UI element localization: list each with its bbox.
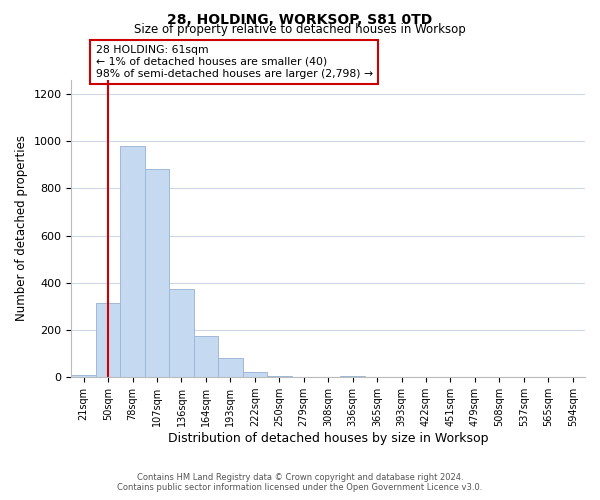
Bar — [96, 303, 121, 377]
Bar — [218, 358, 242, 377]
Text: 28, HOLDING, WORKSOP, S81 0TD: 28, HOLDING, WORKSOP, S81 0TD — [167, 12, 433, 26]
Text: 28 HOLDING: 61sqm
← 1% of detached houses are smaller (40)
98% of semi-detached : 28 HOLDING: 61sqm ← 1% of detached house… — [96, 46, 373, 78]
Bar — [242, 372, 267, 377]
Text: Size of property relative to detached houses in Worksop: Size of property relative to detached ho… — [134, 22, 466, 36]
Y-axis label: Number of detached properties: Number of detached properties — [15, 136, 28, 322]
Bar — [267, 376, 292, 377]
Bar — [121, 146, 145, 377]
Bar — [145, 170, 169, 377]
Bar — [194, 336, 218, 377]
Bar — [340, 376, 365, 377]
Text: Contains HM Land Registry data © Crown copyright and database right 2024.
Contai: Contains HM Land Registry data © Crown c… — [118, 473, 482, 492]
Bar — [71, 375, 96, 377]
Bar — [169, 288, 194, 377]
X-axis label: Distribution of detached houses by size in Worksop: Distribution of detached houses by size … — [168, 432, 488, 445]
